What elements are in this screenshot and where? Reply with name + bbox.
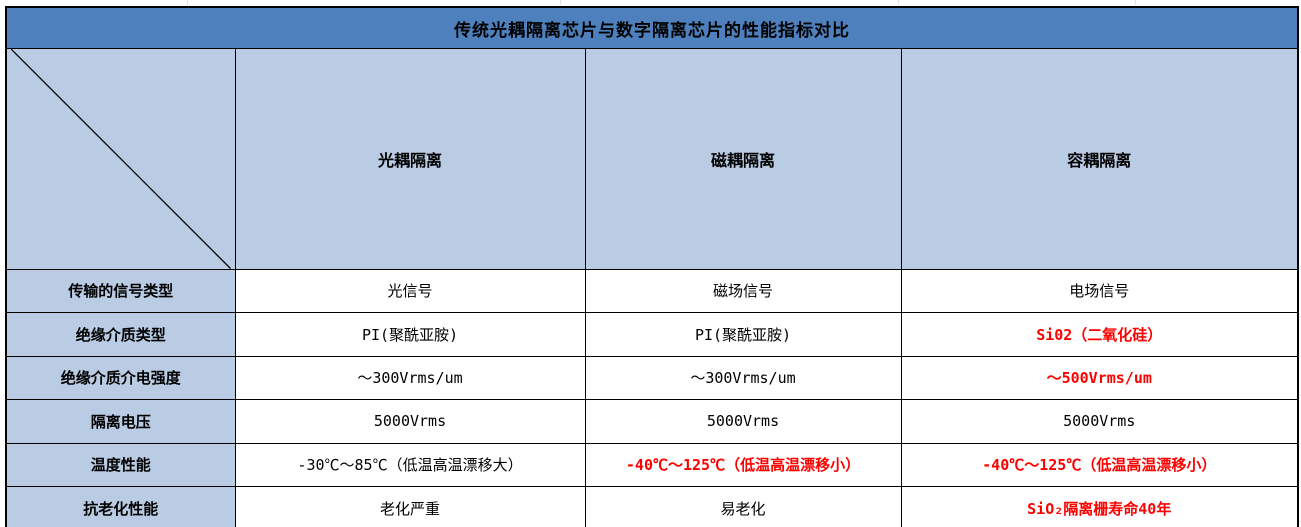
value-cell: Si02（二氧化硅） <box>900 312 1299 357</box>
gridline <box>560 0 561 5</box>
gridline <box>898 0 899 5</box>
row-label: 隔离电压 <box>5 399 236 444</box>
table-row: 隔离电压 5000Vrms 5000Vrms 5000Vrms <box>5 399 1299 444</box>
value-cell: 5000Vrms <box>234 399 586 444</box>
column-header-capacitive: 容耦隔离 <box>900 48 1299 270</box>
table-row: 传输的信号类型 光信号 磁场信号 电场信号 <box>5 268 1299 313</box>
value-cell: PI(聚酰亚胺) <box>584 312 902 357</box>
value-cell: 易老化 <box>584 486 902 527</box>
value-cell: 光信号 <box>234 268 586 313</box>
diagonal-line <box>11 49 231 269</box>
table-row: 绝缘介质介电强度 ～300Vrms/um ～300Vrms/um ～500Vrms/u… <box>5 355 1299 400</box>
row-label: 传输的信号类型 <box>5 268 236 313</box>
value-cell: 电场信号 <box>900 268 1299 313</box>
column-header-row: 光耦隔离 磁耦隔离 容耦隔离 <box>5 48 1299 270</box>
row-label: 温度性能 <box>5 442 236 487</box>
value-cell: ～300Vrms/um <box>584 355 902 400</box>
row-label: 绝缘介质介电强度 <box>5 355 236 400</box>
value-cell: 老化严重 <box>234 486 586 527</box>
gridline <box>1135 0 1136 5</box>
table-row: 抗老化性能 老化严重 易老化 SiO₂隔离栅寿命40年 <box>5 486 1299 527</box>
value-cell: -40℃～125℃（低温高温漂移小） <box>900 442 1299 487</box>
table-row: 温度性能 -30℃～85℃（低温高温漂移大） -40℃～125℃（低温高温漂移小） -… <box>5 442 1299 487</box>
comparison-table: 传统光耦隔离芯片与数字隔离芯片的性能指标对比 光耦隔离 磁耦隔离 容耦隔离 传输… <box>5 6 1299 527</box>
value-cell: SiO₂隔离栅寿命40年 <box>900 486 1299 527</box>
value-cell: PI(聚酰亚胺) <box>234 312 586 357</box>
table-title-row: 传统光耦隔离芯片与数字隔离芯片的性能指标对比 <box>5 6 1299 49</box>
table-row: 绝缘介质类型 PI(聚酰亚胺) PI(聚酰亚胺) Si02（二氧化硅） <box>5 312 1299 357</box>
value-cell: -30℃～85℃（低温高温漂移大） <box>234 442 586 487</box>
row-label: 绝缘介质类型 <box>5 312 236 357</box>
column-header-optocoupler: 光耦隔离 <box>234 48 586 270</box>
value-cell: ～300Vrms/um <box>234 355 586 400</box>
gridline <box>187 0 188 5</box>
value-cell: -40℃～125℃（低温高温漂移小） <box>584 442 902 487</box>
value-cell: 5000Vrms <box>584 399 902 444</box>
table-body: 传输的信号类型 光信号 磁场信号 电场信号 绝缘介质类型 PI(聚酰亚胺) PI(聚酰亚胺)… <box>5 268 1299 527</box>
value-cell: 磁场信号 <box>584 268 902 313</box>
column-header-magnetic: 磁耦隔离 <box>584 48 902 270</box>
value-cell: 5000Vrms <box>900 399 1299 444</box>
table-title: 传统光耦隔离芯片与数字隔离芯片的性能指标对比 <box>5 6 1299 49</box>
diagonal-header-cell <box>5 48 236 270</box>
value-cell: ～500Vrms/um <box>900 355 1299 400</box>
row-label: 抗老化性能 <box>5 486 236 527</box>
